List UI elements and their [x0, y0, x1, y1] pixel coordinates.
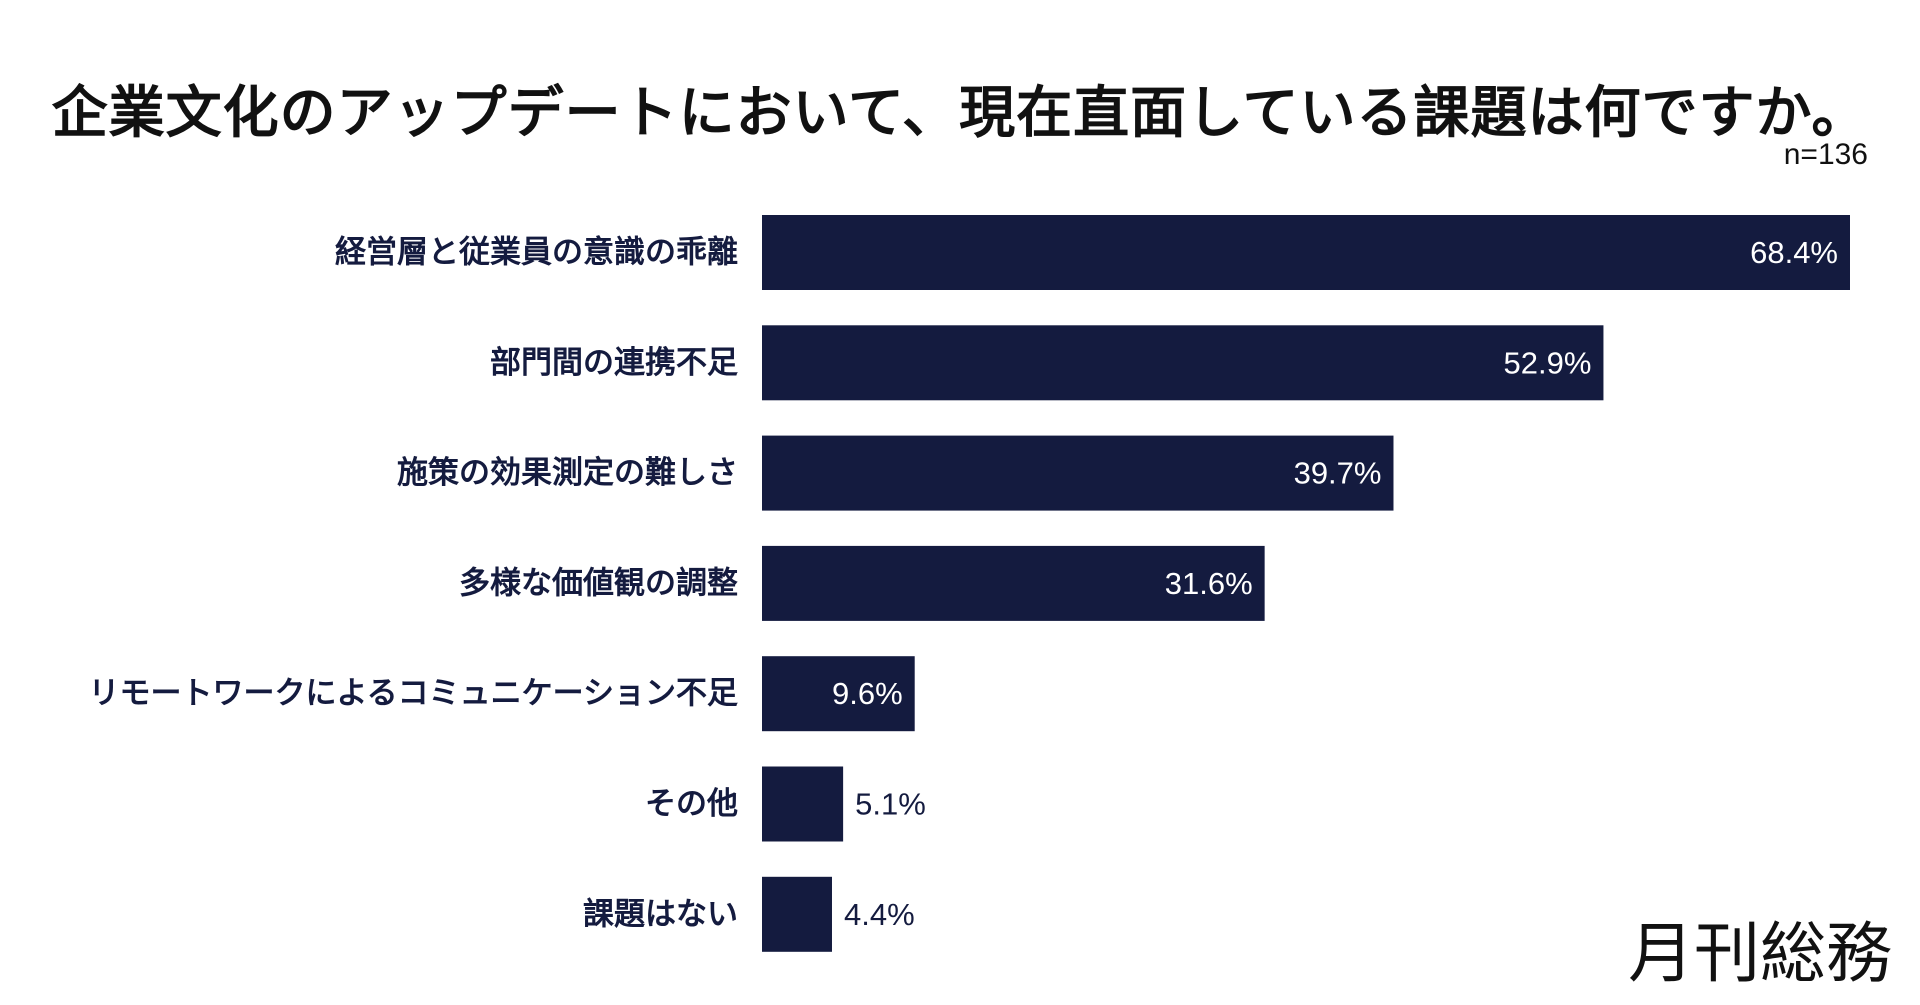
bar	[762, 656, 915, 732]
bar	[762, 215, 1850, 290]
bar	[762, 766, 844, 842]
value-label: 68.4%	[1750, 235, 1838, 270]
bar	[762, 876, 832, 952]
category-label: 施策の効果測定の難しさ	[397, 455, 738, 491]
bar	[762, 545, 1265, 621]
value-label: 9.6%	[832, 676, 903, 711]
sample-size-note: n=136	[1783, 138, 1868, 171]
value-label: 4.4%	[844, 897, 915, 932]
value-label: 5.1%	[855, 787, 926, 822]
category-label: 経営層と従業員の意識の乖離	[335, 235, 738, 271]
category-label: その他	[645, 786, 738, 822]
category-label: 多様な価値観の調整	[459, 565, 738, 601]
value-label: 31.6%	[1165, 566, 1253, 601]
chart-title: 企業文化のアップデートにおいて、現在直面している課題は何ですか。	[51, 81, 1869, 146]
category-label: リモートワークによるコミュニケーション不足	[89, 676, 738, 712]
category-label: 部門間の連携不足	[490, 345, 738, 381]
bar	[762, 435, 1394, 511]
value-label: 39.7%	[1294, 456, 1382, 491]
value-label: 52.9%	[1504, 345, 1592, 380]
bar	[762, 325, 1604, 401]
category-label: 課題はない	[583, 896, 738, 932]
brand-logo: 月刊総務	[1628, 915, 1892, 992]
